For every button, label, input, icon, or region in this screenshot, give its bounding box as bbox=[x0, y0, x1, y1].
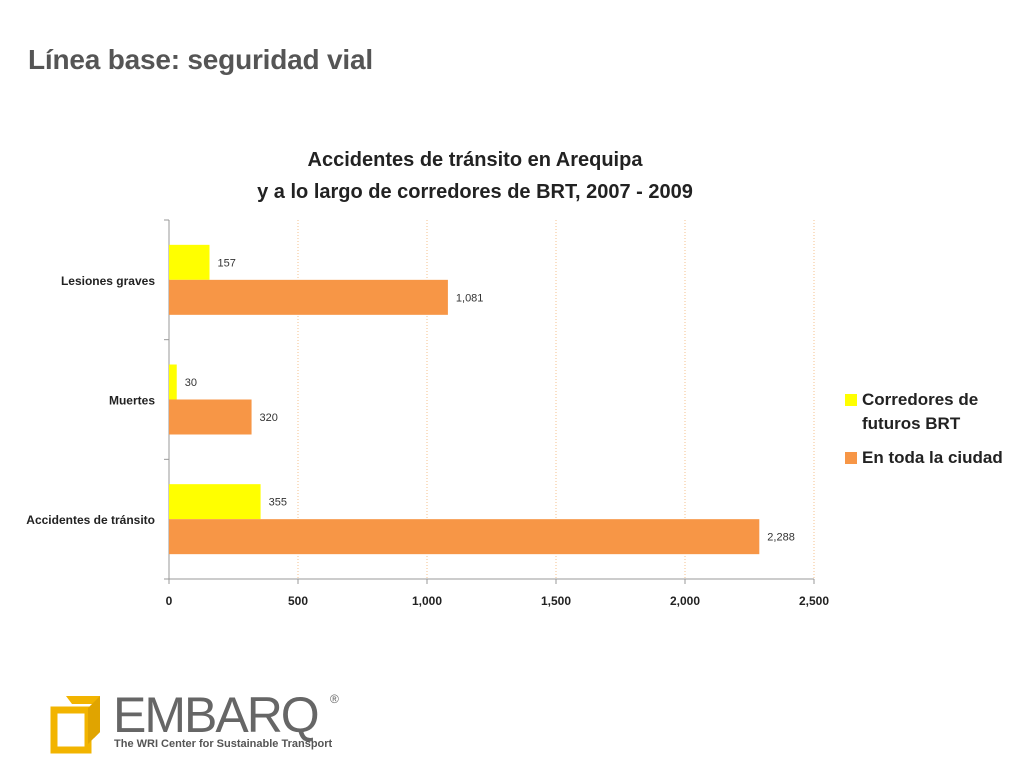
x-tick-label: 0 bbox=[166, 594, 173, 608]
bar bbox=[169, 519, 760, 555]
data-label: 2,288 bbox=[767, 532, 795, 544]
data-label: 320 bbox=[260, 412, 278, 424]
x-tick-label: 1,500 bbox=[541, 594, 571, 608]
data-label: 1,081 bbox=[456, 292, 484, 304]
data-label: 157 bbox=[218, 257, 236, 269]
x-tick-label: 1,000 bbox=[412, 594, 442, 608]
embarq-logo: EMBARQ ® The WRI Center for Sustainable … bbox=[50, 688, 350, 758]
bar bbox=[169, 244, 210, 280]
chart-title: Accidentes de tránsito en Arequipa y a l… bbox=[170, 144, 780, 208]
slide-title: Línea base: seguridad vial bbox=[28, 44, 373, 75]
legend-swatch-brt bbox=[845, 394, 857, 406]
x-tick-label: 2,500 bbox=[799, 594, 829, 608]
data-label: 30 bbox=[185, 377, 197, 389]
embarq-logo-mark-icon bbox=[50, 696, 100, 754]
y-tick-label: Accidentes de tránsito bbox=[26, 513, 155, 527]
embarq-logo-registered: ® bbox=[330, 692, 339, 706]
bar bbox=[169, 399, 252, 435]
chart-legend: Corredores de futuros BRT En toda la ciu… bbox=[845, 388, 1020, 480]
legend-item-brt: Corredores de futuros BRT bbox=[845, 388, 1020, 436]
chart-title-line-1: Accidentes de tránsito en Arequipa bbox=[307, 149, 643, 171]
chart-title-line-2: y a lo largo de corredores de BRT, 2007 … bbox=[257, 181, 693, 203]
x-tick-label: 2,000 bbox=[670, 594, 700, 608]
bar bbox=[169, 484, 261, 520]
y-tick-label: Muertes bbox=[109, 394, 155, 408]
embarq-logo-word: EMBARQ bbox=[113, 687, 320, 743]
legend-label-city: En toda la ciudad bbox=[862, 448, 1003, 467]
legend-item-city: En toda la ciudad bbox=[845, 446, 1020, 470]
x-tick-label: 500 bbox=[288, 594, 308, 608]
bar bbox=[169, 364, 177, 400]
embarq-logo-tagline: The WRI Center for Sustainable Transport bbox=[114, 738, 333, 750]
legend-label-brt: Corredores de futuros BRT bbox=[862, 390, 979, 433]
y-tick-label: Lesiones graves bbox=[61, 274, 155, 288]
bar bbox=[169, 279, 448, 315]
data-label: 355 bbox=[269, 497, 287, 509]
legend-swatch-city bbox=[845, 452, 857, 464]
